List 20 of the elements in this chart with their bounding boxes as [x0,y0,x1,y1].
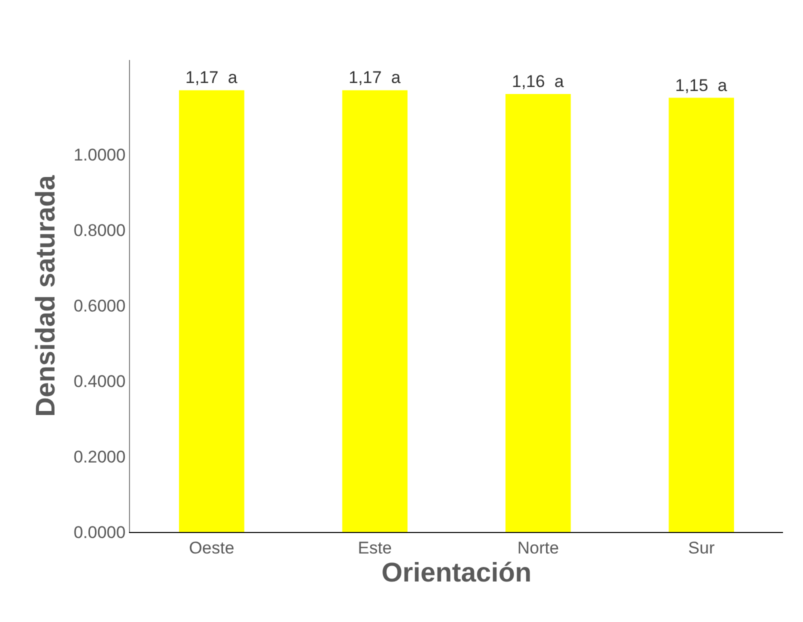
data-label: 1,15 a [675,76,728,95]
x-tick-label: Oeste [188,538,234,558]
x-tick-label: Este [358,538,392,558]
y-tick-label: 0.4000 [74,372,126,391]
bar [178,90,244,532]
y-axis-title: Densidad saturada [30,174,61,417]
x-tick-label: Sur [688,538,715,558]
data-label: 1,17 a [348,68,402,88]
bar [668,98,734,532]
data-label: 1,17 a [185,68,238,88]
y-tick-label: 0.2000 [74,447,126,466]
y-tick-label: 0.6000 [74,296,126,316]
bar [505,94,571,532]
data-label: 1,16 a [512,72,564,91]
x-tick-label: Norte [517,538,559,558]
bar [342,90,408,532]
y-tick-label: 1.0000 [74,145,126,164]
y-tick-label: 0.0000 [74,522,126,542]
y-tick-label: 0.8000 [74,220,126,240]
x-axis-title: Orientación [381,557,532,588]
